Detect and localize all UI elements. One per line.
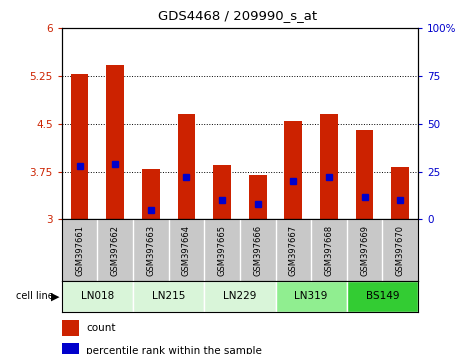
Bar <box>356 130 373 219</box>
Bar <box>249 175 266 219</box>
Bar <box>285 121 302 219</box>
Bar <box>347 281 418 312</box>
Bar <box>133 281 204 312</box>
Text: GSM397663: GSM397663 <box>146 225 155 276</box>
Bar <box>71 74 88 219</box>
Text: percentile rank within the sample: percentile rank within the sample <box>86 346 262 354</box>
Bar <box>62 281 133 312</box>
Bar <box>276 281 347 312</box>
Bar <box>106 65 124 219</box>
Text: LN018: LN018 <box>81 291 114 302</box>
Text: GSM397665: GSM397665 <box>218 225 227 276</box>
Text: cell line: cell line <box>16 291 57 302</box>
Text: LN319: LN319 <box>294 291 328 302</box>
Bar <box>391 167 409 219</box>
Text: GSM397668: GSM397668 <box>324 225 333 276</box>
Bar <box>62 343 79 354</box>
Bar <box>178 114 195 219</box>
Text: GSM397661: GSM397661 <box>75 225 84 276</box>
Text: GSM397662: GSM397662 <box>111 225 120 276</box>
Text: GSM397669: GSM397669 <box>360 225 369 276</box>
Text: GSM397664: GSM397664 <box>182 225 191 276</box>
Text: GSM397670: GSM397670 <box>396 225 405 276</box>
Bar <box>204 281 276 312</box>
Bar <box>62 320 79 336</box>
Text: GDS4468 / 209990_s_at: GDS4468 / 209990_s_at <box>158 9 317 22</box>
Text: BS149: BS149 <box>366 291 399 302</box>
Text: ▶: ▶ <box>51 291 59 302</box>
Text: LN215: LN215 <box>152 291 185 302</box>
Text: LN229: LN229 <box>223 291 256 302</box>
Text: GSM397666: GSM397666 <box>253 225 262 276</box>
Bar <box>213 165 231 219</box>
Bar <box>142 169 160 219</box>
Text: count: count <box>86 323 115 333</box>
Text: GSM397667: GSM397667 <box>289 225 298 276</box>
Bar <box>320 114 338 219</box>
